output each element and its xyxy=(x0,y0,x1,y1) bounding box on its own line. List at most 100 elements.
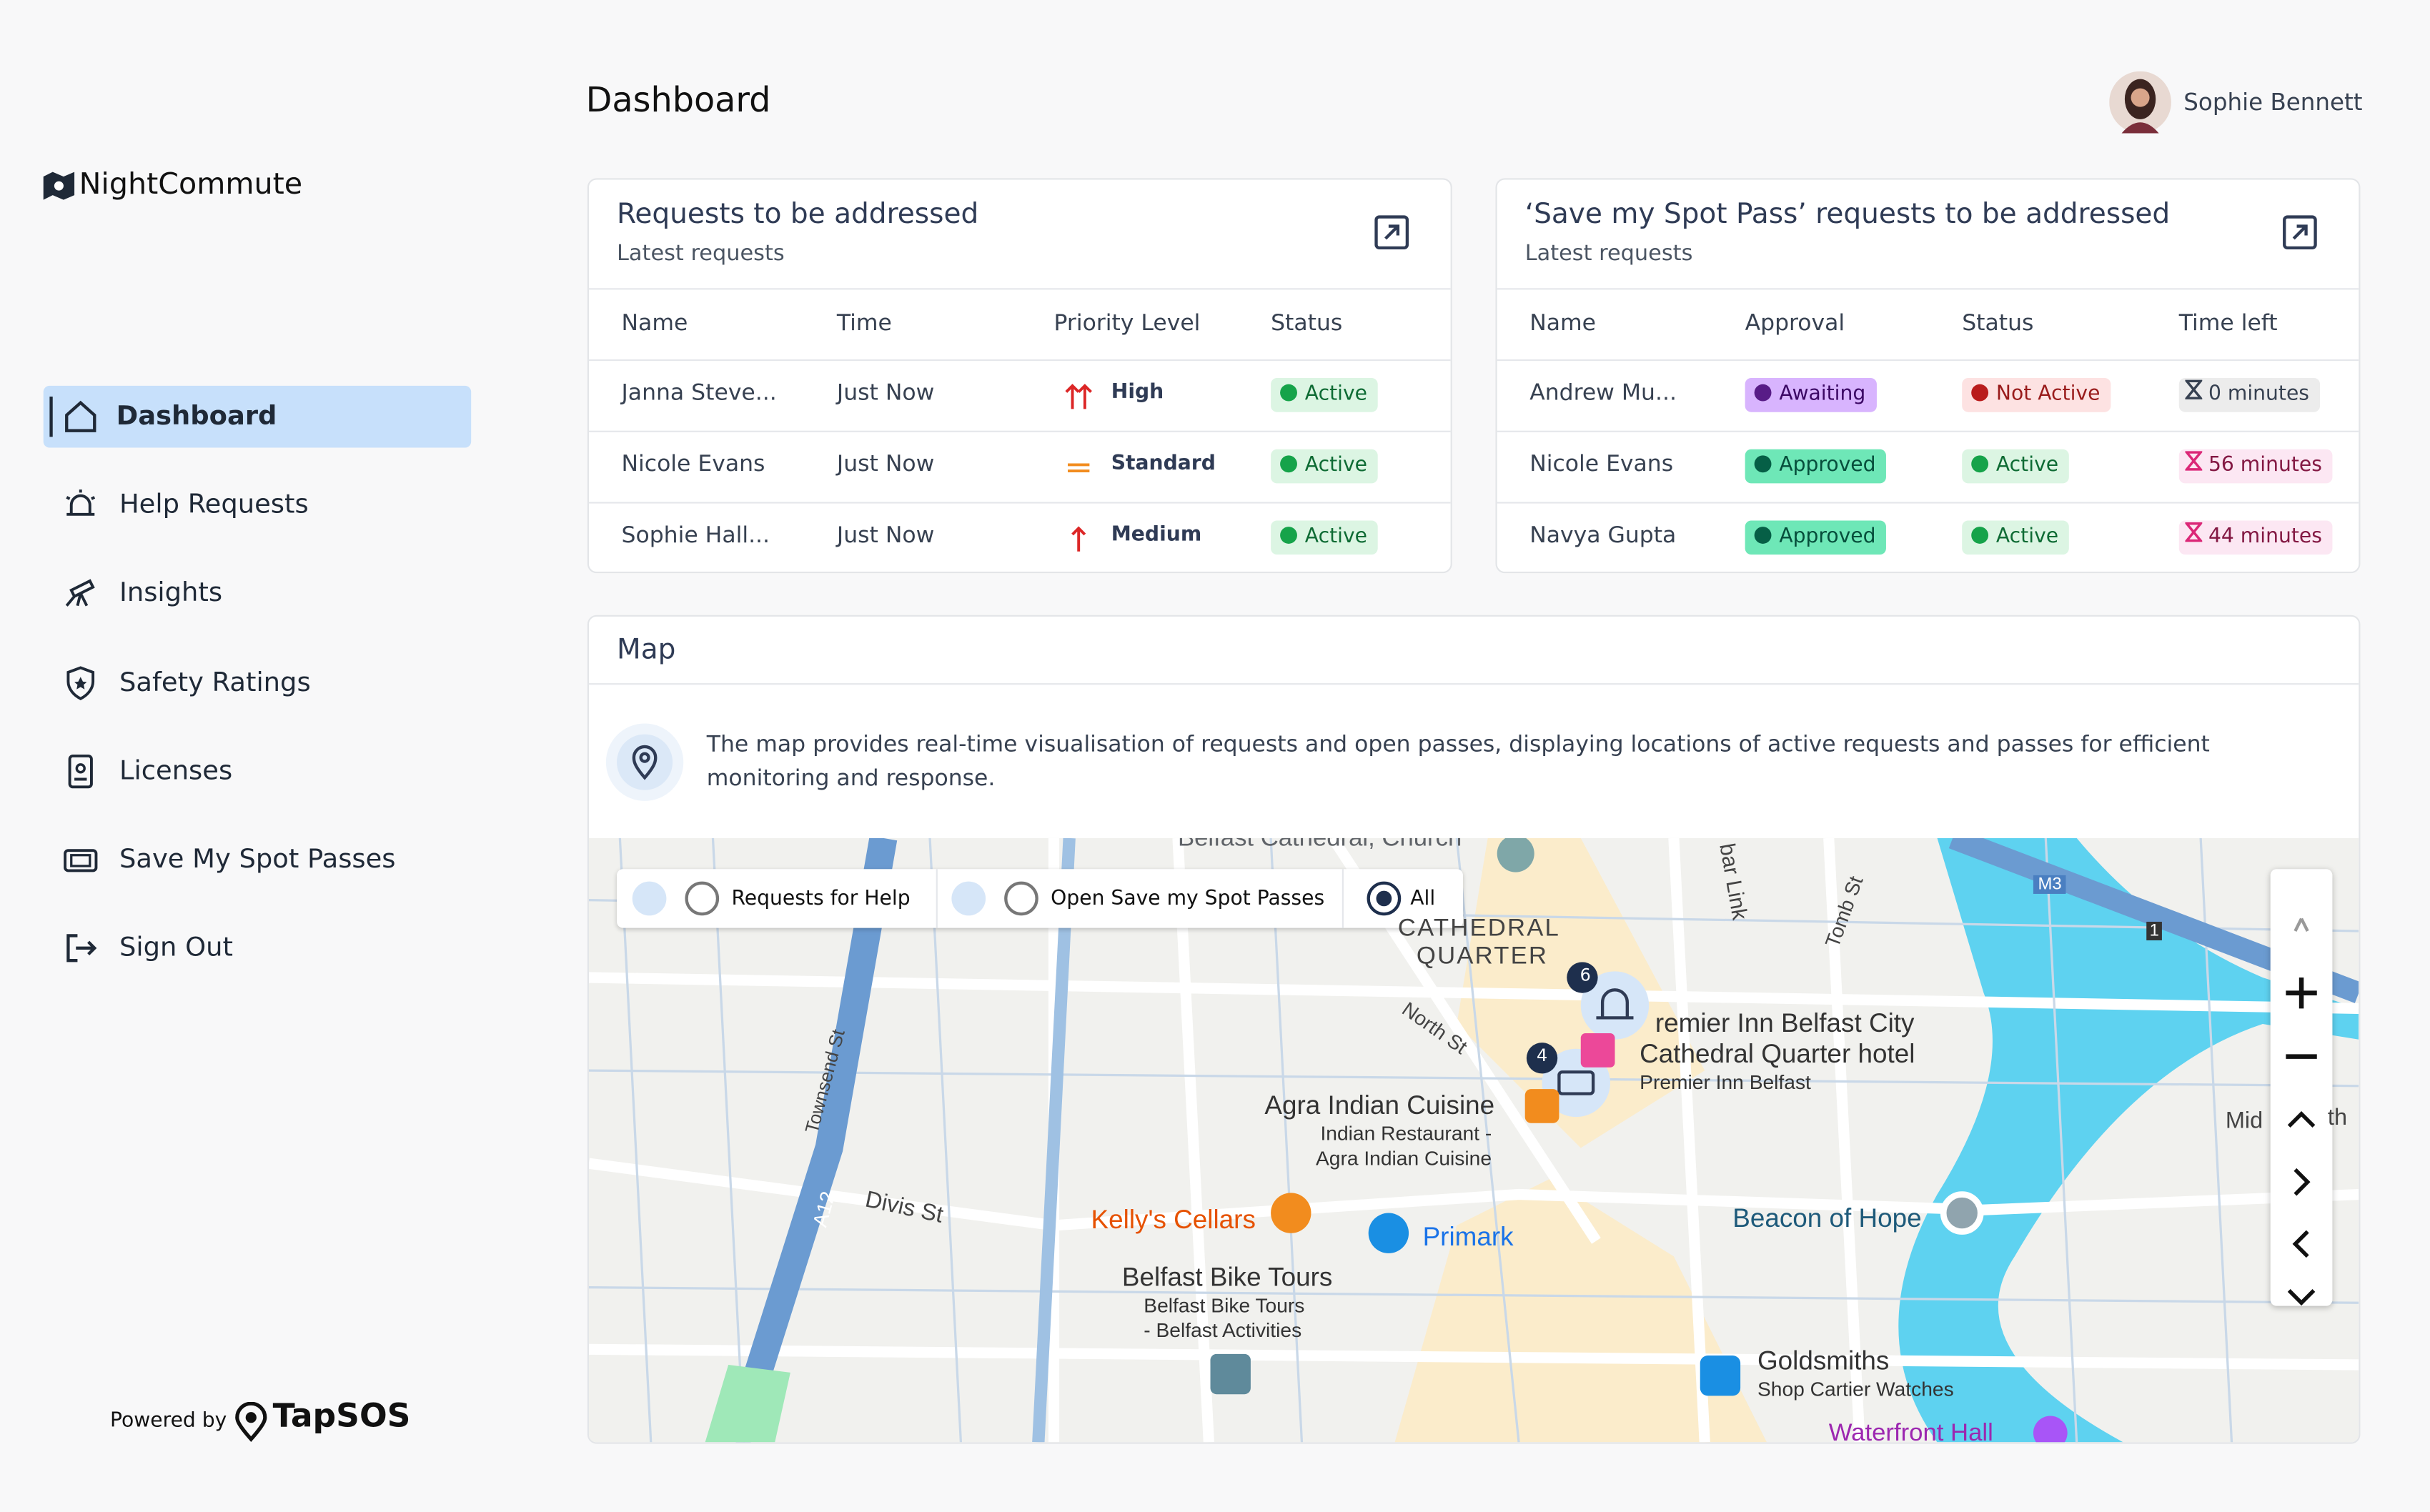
badge-text: Approved xyxy=(1779,454,1876,477)
badge-dot xyxy=(1280,527,1297,544)
badge-text: Active xyxy=(1995,454,2059,477)
priority-label: High xyxy=(1111,381,1164,404)
cluster-count: 6 xyxy=(1580,965,1591,985)
map-label: Waterfront Hall xyxy=(1828,1421,1993,1443)
map-controls xyxy=(2270,869,2333,1306)
status-badge: Active xyxy=(1271,520,1379,555)
nav-label: Help Requests xyxy=(119,489,309,521)
nav-icon xyxy=(62,398,99,443)
table-row[interactable]: Navya Gupta Approved Active 44 minutes xyxy=(1497,502,2359,572)
filter-divider xyxy=(1342,869,1344,928)
column-header: Approval xyxy=(1745,311,1845,337)
table-row[interactable]: Sophie Hall... Just Now Medium Active xyxy=(589,502,1451,572)
priority-icon xyxy=(1060,378,1097,422)
user-name[interactable]: Sophie Bennett xyxy=(2183,88,2363,116)
filter-label: All xyxy=(1410,887,1436,911)
table-row[interactable]: Andrew Mu... Awaiting Not Active 0 minutes xyxy=(1497,359,2359,432)
column-header: Name xyxy=(621,311,688,337)
nav-item[interactable]: Insights xyxy=(44,562,471,625)
status-badge: Not Active xyxy=(1962,377,2111,412)
nav-icon xyxy=(62,575,99,620)
map-label: Goldsmiths xyxy=(1757,1346,1890,1376)
badge-text: Active xyxy=(1304,524,1368,549)
table-cell: Andrew Mu... xyxy=(1529,381,1677,407)
requests-card: Requests to be addressed Latest requests… xyxy=(587,178,1452,574)
passes-card: ‘Save my Spot Pass’ requests to be addre… xyxy=(1495,178,2361,574)
active-indicator xyxy=(49,397,53,437)
time-left-text: 0 minutes xyxy=(2208,382,2309,407)
page-title: Dashboard xyxy=(585,81,771,121)
table-cell: Janna Steve... xyxy=(621,381,777,407)
map-label: Beacon of Hope xyxy=(1732,1203,1922,1233)
priority-label: Standard xyxy=(1111,452,1216,476)
filter-icon xyxy=(632,881,667,916)
map-view[interactable]: Requests for Help Open Save my Spot Passe… xyxy=(588,837,2359,1443)
nav-item[interactable]: Sign Out xyxy=(44,917,471,979)
nav-icon xyxy=(62,753,99,798)
badge-text: Awaiting xyxy=(1779,382,1866,407)
hourglass-icon xyxy=(2183,378,2203,412)
radio xyxy=(1367,881,1402,916)
table-header: Name Time Priority Level Status xyxy=(588,288,1451,362)
nav-icon xyxy=(62,930,99,975)
table-cell: Navya Gupta xyxy=(1529,523,1677,549)
table-cell: Just Now xyxy=(836,452,935,477)
column-header: Time xyxy=(836,311,892,337)
open-link-icon[interactable] xyxy=(1373,214,1410,251)
card-subtitle: Latest requests xyxy=(617,242,785,267)
table-row[interactable]: Nicole Evans Just Now Standard Active xyxy=(588,431,1451,504)
column-header: Priority Level xyxy=(1053,311,1201,337)
table-cell: Just Now xyxy=(836,523,935,549)
badge-text: Active xyxy=(1304,382,1368,407)
nav-item[interactable]: Save My Spot Passes xyxy=(44,829,471,891)
map-filter-bar: Requests for Help Open Save my Spot Passe… xyxy=(617,869,1463,928)
open-link-icon[interactable] xyxy=(2281,214,2319,251)
nav-icon xyxy=(62,665,99,710)
nav-label: Licenses xyxy=(119,755,233,787)
map-label: Cathedral Quarter hotel xyxy=(1640,1039,1915,1069)
card-title: ‘Save my Spot Pass’ requests to be addre… xyxy=(1524,198,2171,232)
user-avatar[interactable] xyxy=(2109,71,2171,134)
priority-label: Medium xyxy=(1111,523,1202,547)
nav-item[interactable]: Safety Ratings xyxy=(44,652,471,715)
nav-item[interactable]: Help Requests xyxy=(44,474,471,536)
nav-item[interactable]: Licenses xyxy=(44,740,471,802)
column-header: Time left xyxy=(2178,311,2278,337)
radio-dot xyxy=(1376,890,1392,907)
filter-icon xyxy=(951,881,986,916)
location-icon xyxy=(605,723,684,801)
map-label: th xyxy=(2327,1104,2348,1131)
powered-by: Powered by xyxy=(109,1409,227,1433)
status-badge: Active xyxy=(1962,520,2070,555)
time-left-text: 56 minutes xyxy=(2208,454,2322,477)
table-row[interactable]: Nicole Evans Approved Active 56 minutes xyxy=(1497,431,2359,504)
nav-label: Save My Spot Passes xyxy=(119,844,396,875)
time-left-badge: 0 minutes xyxy=(2178,377,2321,412)
map-label: Indian Restaurant - xyxy=(1320,1121,1492,1145)
map-label: Kelly's Cellars xyxy=(1091,1205,1256,1235)
time-left-badge: 44 minutes xyxy=(2178,520,2334,555)
card-title: Requests to be addressed xyxy=(617,198,979,232)
table-cell: Nicole Evans xyxy=(621,452,765,477)
filter-label: Requests for Help xyxy=(731,887,911,911)
badge-dot xyxy=(1280,455,1297,473)
map-label: remier Inn Belfast City xyxy=(1655,1008,1915,1038)
cluster-count: 4 xyxy=(1536,1045,1548,1066)
badge-text: Not Active xyxy=(1995,382,2101,407)
filter-divider xyxy=(936,869,938,928)
map-label: M3 xyxy=(2033,875,2067,894)
filter-label: Open Save my Spot Passes xyxy=(1051,887,1325,911)
nav-item[interactable]: Dashboard xyxy=(43,385,472,448)
status-badge: Awaiting xyxy=(1745,377,1877,412)
column-header: Status xyxy=(1271,311,1343,337)
table-row[interactable]: Janna Steve... Just Now High Active xyxy=(588,359,1451,432)
column-header: Status xyxy=(1962,311,2034,337)
badge-text: Active xyxy=(1304,454,1368,477)
priority-icon xyxy=(1060,449,1097,493)
column-header: Name xyxy=(1529,311,1596,337)
partner-logo xyxy=(235,1402,267,1442)
map-description: The map provides real-time visualisation… xyxy=(706,732,2210,792)
badge-dot xyxy=(1280,384,1297,402)
